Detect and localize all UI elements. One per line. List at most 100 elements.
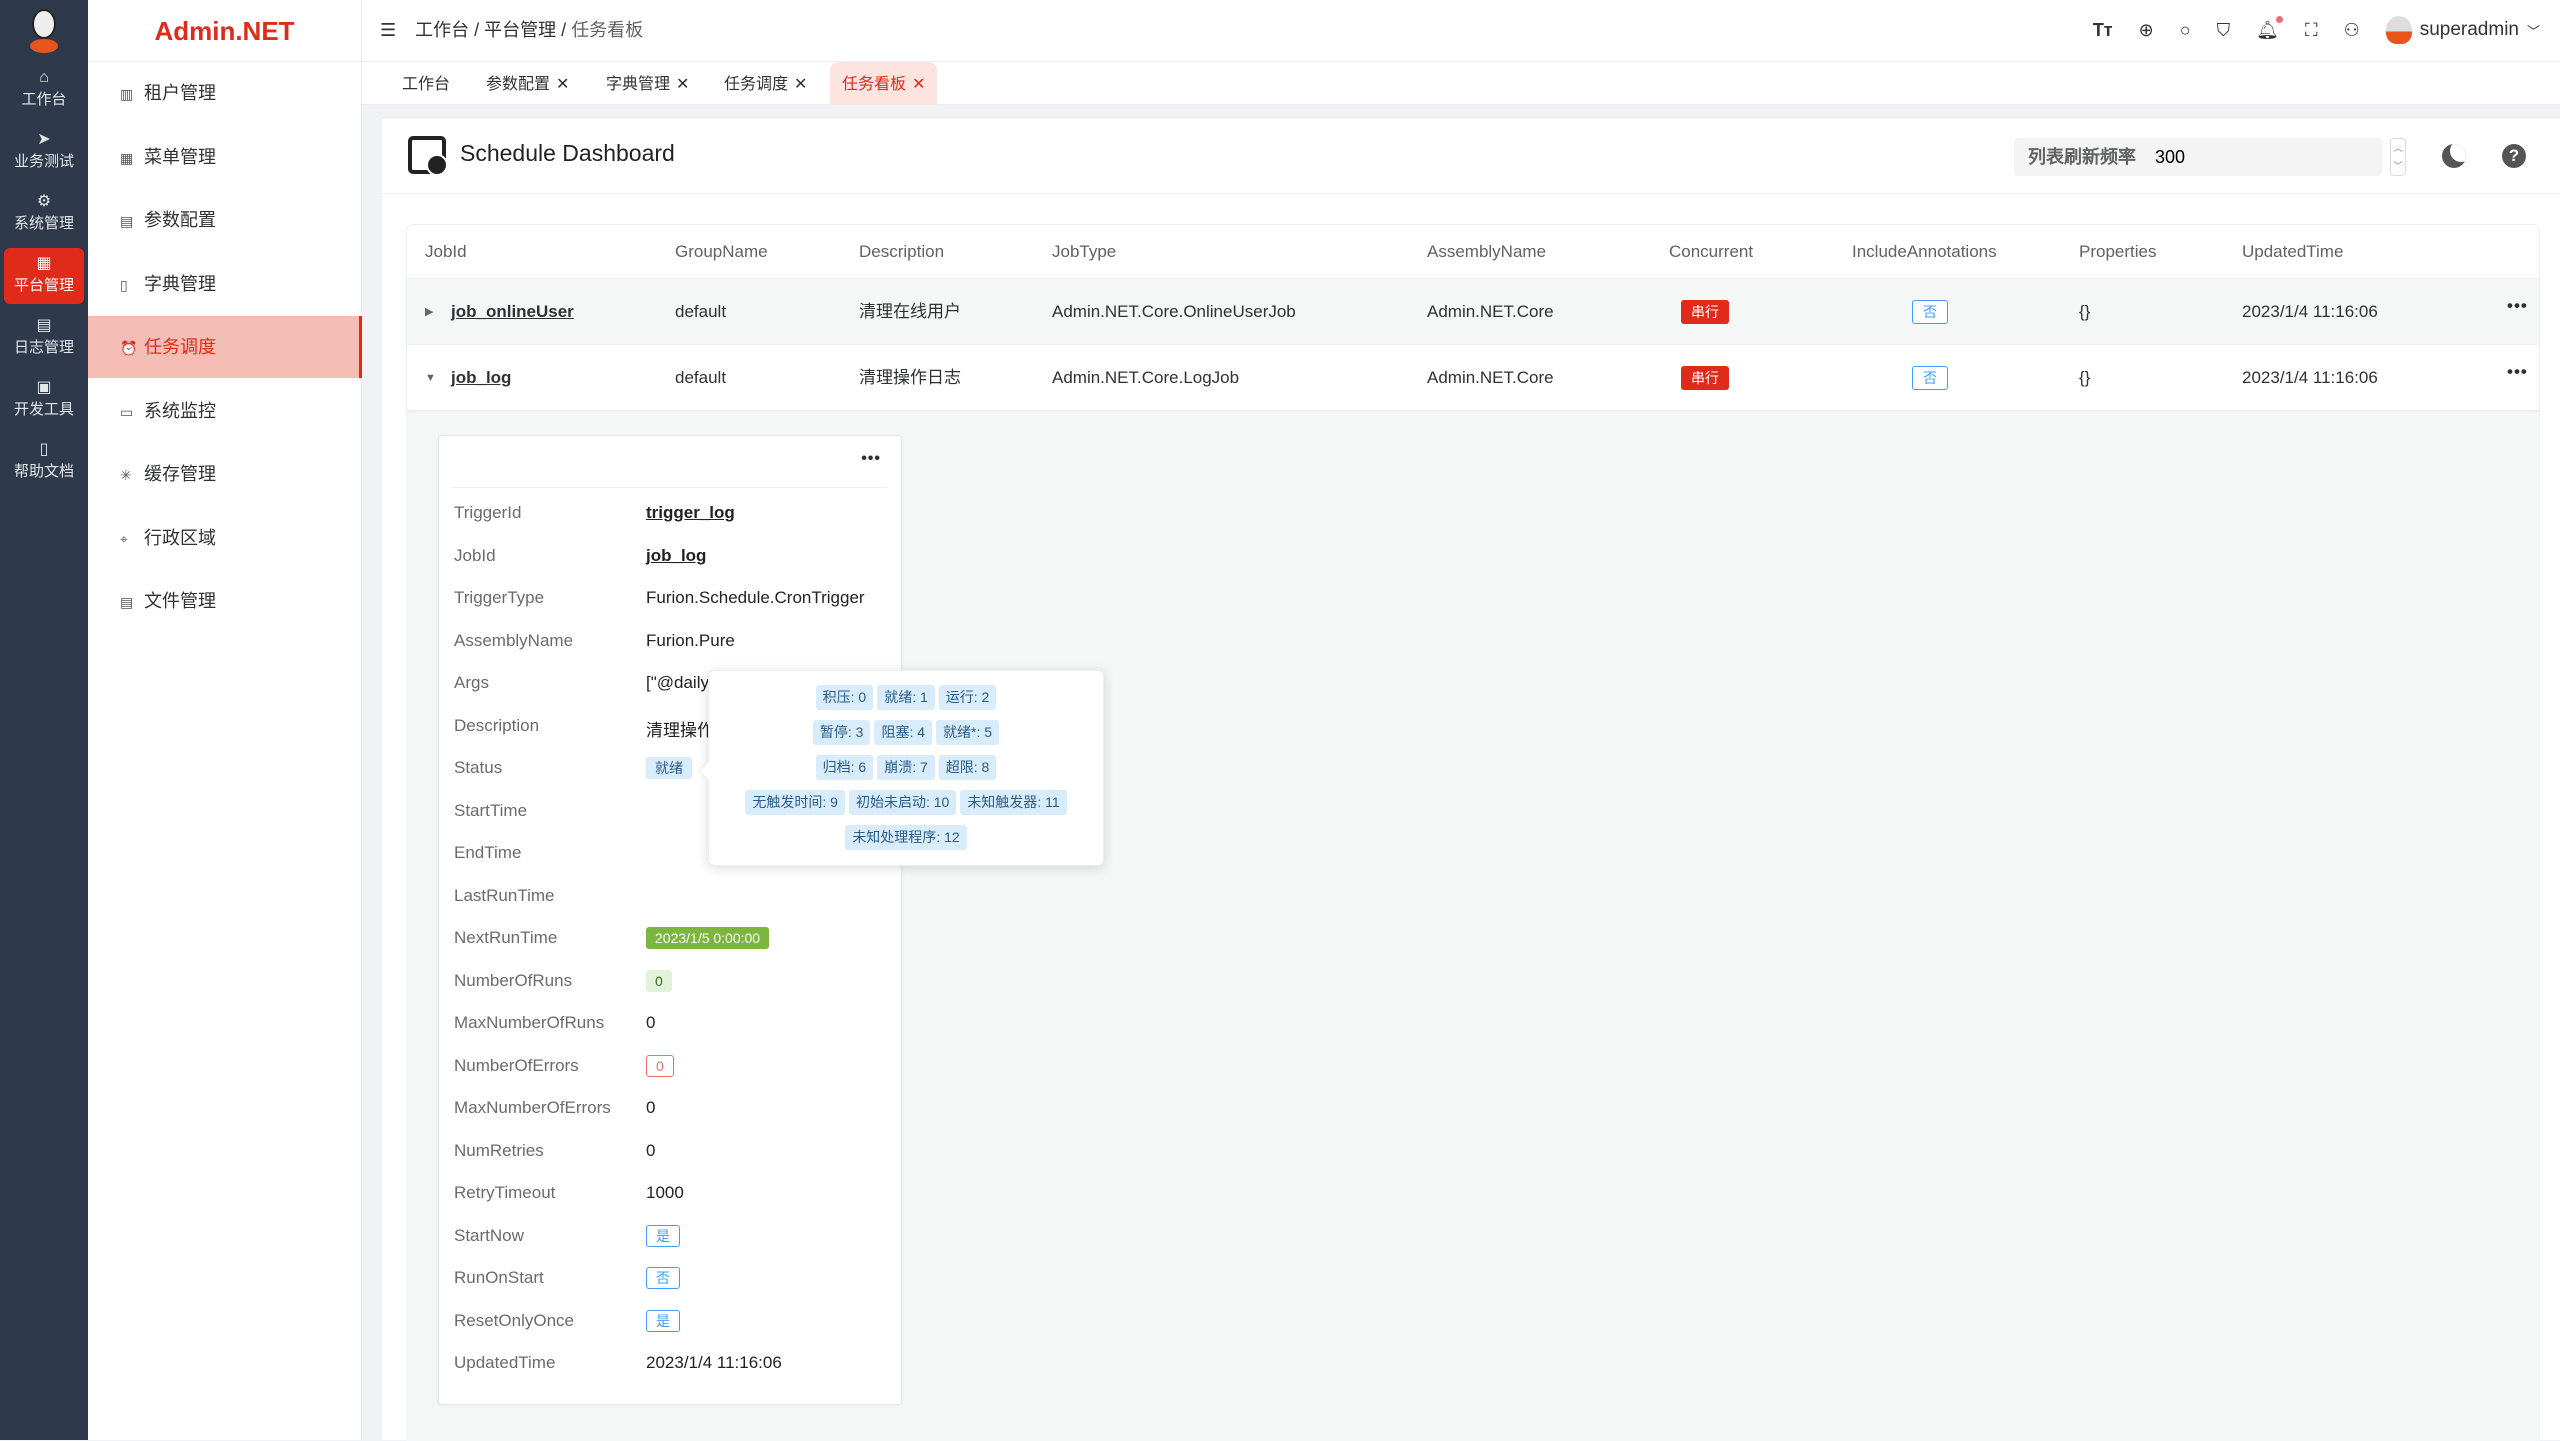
rail-item[interactable]: ▦ 平台管理: [4, 248, 84, 304]
detail-label: ResetOnlyOnce: [454, 1310, 574, 1330]
document-icon: ▤: [36, 317, 52, 334]
detail-row: TriggerId trigger_log: [439, 493, 901, 535]
column-header: Concurrent: [1669, 242, 1754, 261]
more-icon[interactable]: •••: [2507, 362, 2528, 381]
rail-item[interactable]: ▤ 日志管理: [4, 310, 84, 366]
rail-item[interactable]: ⚙ 系统管理: [4, 186, 84, 242]
theme-shirt-icon[interactable]: ⛉: [2216, 19, 2231, 40]
rail-item-label: 工作台: [21, 91, 67, 108]
status-option: 积压: 0: [815, 685, 874, 710]
menu-item[interactable]: ▦ 菜单管理: [88, 126, 362, 188]
close-icon[interactable]: ✕: [794, 76, 808, 93]
rail-item[interactable]: ▣ 开发工具: [4, 372, 84, 428]
user-icon[interactable]: ⚇: [2343, 19, 2360, 40]
detail-label: EndTime: [454, 843, 522, 862]
close-icon[interactable]: ✕: [556, 76, 570, 93]
triggertype-value: Furion.Schedule.CronTrigger: [646, 588, 865, 607]
detail-label: RunOnStart: [454, 1268, 544, 1287]
detail-label: UpdatedTime: [454, 1353, 556, 1372]
avatar: [2385, 16, 2412, 44]
rail-item-label: 业务测试: [13, 153, 74, 170]
menu-item[interactable]: ▤ 文件管理: [88, 570, 362, 632]
cell-description: 清理操作日志: [859, 368, 961, 387]
user-menu[interactable]: superadmin ﹀: [2385, 16, 2540, 44]
menu-item[interactable]: ▥ 租户管理: [88, 62, 362, 124]
caret-right-icon[interactable]: ▶: [425, 306, 434, 318]
cell-jobType: Admin.NET.Core.OnlineUserJob: [1052, 302, 1296, 321]
menu-item[interactable]: ✳ 缓存管理: [88, 443, 362, 505]
tab[interactable]: 任务调度 ✕: [712, 62, 819, 105]
table-row[interactable]: ▶ job_onlineUser default 清理在线用户 Admin.NET.Co…: [407, 279, 2539, 345]
alarm-icon: ⏰: [120, 340, 138, 356]
breadcrumb: ☰ 工作台 / 平台管理 / 任务看板: [380, 20, 644, 40]
menu-item-label: 租户管理: [144, 83, 216, 103]
detail-row: Args ["@daily: [439, 663, 901, 705]
font-size-icon[interactable]: Tт: [2092, 19, 2113, 40]
detail-row: UpdatedTime 2023/1/4 11:16:06: [439, 1343, 901, 1385]
cell-group: default: [675, 368, 727, 387]
refresh-stepper[interactable]: ︿ ﹀: [2390, 138, 2406, 176]
menu-item[interactable]: ▤ 参数配置: [88, 189, 362, 251]
column-header: JobId: [425, 242, 467, 261]
rail-item[interactable]: ▯ 帮助文档: [4, 434, 84, 490]
menu-item[interactable]: ▯ 字典管理: [88, 253, 362, 315]
detail-label: MaxNumberOfRuns: [454, 1013, 605, 1032]
more-icon[interactable]: •••: [2507, 296, 2528, 315]
rail-item-label: 日志管理: [13, 339, 74, 356]
rail-item[interactable]: ⌂ 工作台: [4, 62, 84, 118]
detail-row: RetryTimeout 1000: [439, 1173, 901, 1215]
grid-icon: ▦: [120, 149, 134, 166]
close-icon[interactable]: ✕: [676, 76, 690, 93]
file-icon: ▤: [120, 594, 134, 610]
cell-jobId[interactable]: job_onlineUser: [451, 302, 574, 321]
menu-item[interactable]: ▭ 系统监控: [88, 380, 362, 442]
table-row[interactable]: ▼ job_log default 清理操作日志 Admin.NET.Core.LogJ…: [407, 345, 2539, 411]
triggerid-value[interactable]: trigger_log: [646, 503, 735, 522]
tab[interactable]: 字典管理 ✕: [594, 62, 701, 105]
rail-item-label: 帮助文档: [13, 463, 74, 480]
tab[interactable]: 任务看板 ✕: [830, 62, 938, 105]
menu-item[interactable]: ⏰ 任务调度: [88, 316, 362, 378]
chevron-up-icon[interactable]: ︿: [2393, 143, 2403, 153]
tab-label: 任务看板: [842, 76, 907, 93]
side-menu: Admin.NET ▥ 租户管理 ▦ 菜单管理 ▤ 参数配置 ▯ 字典管理 ⏰ 任务调度 ▭ 系统监控…: [88, 0, 362, 1440]
detail-label: TriggerId: [454, 503, 522, 522]
close-icon[interactable]: ✕: [912, 76, 926, 93]
rail-item[interactable]: ➤ 业务测试: [4, 124, 84, 180]
rail-item-label: 开发工具: [13, 401, 74, 418]
location-icon: ⌖: [120, 530, 128, 547]
tab[interactable]: 工作台: [390, 62, 462, 105]
schedule-icon: [408, 136, 448, 176]
monitor-icon: ▭: [120, 403, 134, 420]
detail-row: TriggerType Furion.Schedule.CronTrigger: [439, 578, 901, 620]
status-option: 初始未启动: 10: [848, 790, 957, 815]
bell-icon[interactable]: 🔔︎: [2256, 15, 2283, 40]
detail-label: NextRunTime: [454, 928, 558, 947]
refresh-frequency-input[interactable]: [2155, 147, 2356, 168]
search-icon[interactable]: ○: [2179, 19, 2191, 40]
more-icon[interactable]: •••: [861, 450, 881, 467]
cell-updated: 2023/1/4 11:16:06: [2242, 302, 2378, 321]
dark-mode-icon[interactable]: [2442, 144, 2466, 168]
breadcrumb-item[interactable]: 平台管理: [484, 20, 557, 40]
help-icon[interactable]: ?: [2502, 144, 2526, 168]
status-option: 未知处理程序: 12: [845, 825, 967, 850]
tab[interactable]: 参数配置 ✕: [474, 62, 581, 105]
cell-description: 清理在线用户: [859, 302, 961, 321]
caret-down-icon[interactable]: ▼: [425, 372, 436, 384]
gear-icon: ⚙: [36, 193, 52, 210]
menu-toggle-icon[interactable]: ☰: [380, 20, 397, 40]
chevron-down-icon[interactable]: ﹀: [2393, 161, 2403, 171]
menu-item[interactable]: ⌖ 行政区域: [88, 507, 362, 569]
cell-jobId[interactable]: job_log: [451, 368, 512, 387]
cell-group: default: [675, 302, 727, 321]
column-header: JobType: [1052, 242, 1117, 261]
column-header: UpdatedTime: [2242, 242, 2344, 261]
jobid-value[interactable]: job_log: [646, 545, 707, 565]
language-icon[interactable]: ⊕: [2138, 19, 2154, 40]
fullscreen-icon[interactable]: ⛶: [2304, 19, 2318, 40]
tab-label: 任务调度: [724, 76, 789, 93]
breadcrumb-item[interactable]: 工作台: [415, 20, 470, 40]
sparkle-icon: ✳: [120, 467, 132, 483]
numretries-value: 0: [646, 1140, 656, 1160]
